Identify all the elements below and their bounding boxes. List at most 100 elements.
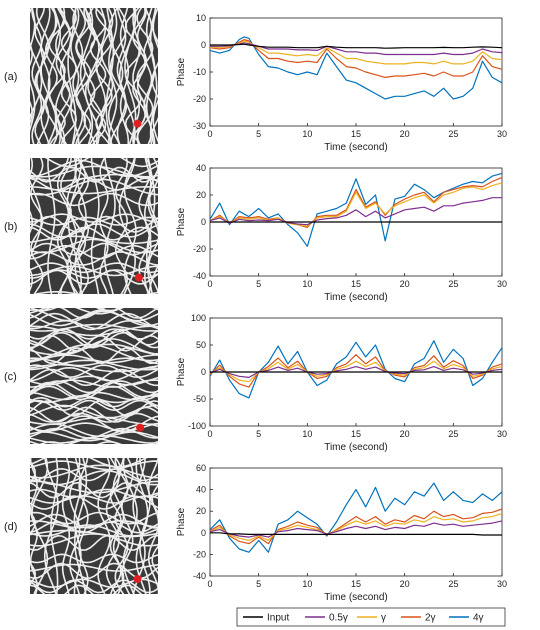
y-tick-label: 20	[196, 506, 206, 516]
legend-entry: Input	[243, 613, 289, 624]
x-tick-label: 20	[400, 429, 410, 439]
row-label: (b)	[4, 221, 17, 233]
y-tick-label: -50	[193, 394, 206, 404]
probe-marker	[136, 423, 145, 432]
row-0: (a) 0 5 10 15 20 25 30 -30 -20 -10 0 10 Time (second)…	[4, 8, 507, 153]
x-tick-label: 5	[256, 429, 261, 439]
x-tick-label: 10	[302, 579, 312, 589]
y-axis-label: Phase	[176, 357, 187, 386]
y-tick-label: 10	[196, 13, 206, 23]
legend: Input 0.5γ γ 2γ 4γ	[236, 607, 506, 627]
legend-entry: 2γ	[401, 613, 436, 624]
series-group	[209, 482, 503, 553]
series-line-Input	[210, 43, 503, 49]
x-tick-label: 15	[351, 579, 361, 589]
legend-entry: γ	[357, 613, 386, 624]
x-tick-label: 15	[351, 129, 361, 139]
x-tick-label: 15	[351, 429, 361, 439]
legend-entry: 0.5γ	[305, 613, 348, 624]
y-tick-label: -20	[193, 549, 206, 559]
x-tick-label: 5	[256, 579, 261, 589]
x-tick-label: 5	[256, 129, 261, 139]
legend-label: γ	[381, 613, 386, 624]
y-tick-label: -10	[193, 67, 206, 77]
x-tick-label: 30	[497, 429, 507, 439]
x-tick-label: 0	[207, 579, 212, 589]
y-tick-label: -20	[193, 94, 206, 104]
x-axis-label: Time (second)	[324, 292, 388, 303]
y-tick-label: 0	[201, 367, 206, 377]
chart-axes: 0 5 10 15 20 25 30 -40 -20 0 20 40 60 Time (second) Ph…	[176, 463, 507, 603]
x-tick-label: 25	[448, 429, 458, 439]
y-tick-label: 40	[196, 163, 206, 173]
y-tick-label: 20	[196, 190, 206, 200]
series-line-2γ	[209, 176, 503, 228]
phase-pattern-image	[30, 308, 158, 444]
y-tick-label: 0	[201, 217, 206, 227]
x-tick-label: 20	[400, 579, 410, 589]
legend-entry: 4γ	[449, 613, 484, 624]
x-tick-label: 0	[207, 129, 212, 139]
x-tick-label: 30	[497, 129, 507, 139]
row-2: (c) 0 5 10 15 20 25 30 -100 -50 0 50 100 Time (second…	[4, 308, 507, 453]
series-line-γ	[209, 182, 503, 227]
x-tick-label: 10	[302, 429, 312, 439]
chart-axes: 0 5 10 15 20 25 30 -40 -20 0 20 40 Time (second) Phas…	[176, 163, 507, 303]
series-line-γ	[209, 40, 503, 65]
row-label: (a)	[4, 71, 17, 83]
phase-pattern-image	[30, 158, 158, 294]
x-tick-label: 25	[448, 129, 458, 139]
y-tick-label: -40	[193, 271, 206, 281]
x-tick-label: 25	[448, 579, 458, 589]
y-tick-label: -100	[188, 421, 206, 431]
chart-axes: 0 5 10 15 20 25 30 -30 -20 -10 0 10 Time (second) Pha…	[176, 13, 507, 153]
phase-pattern-image	[30, 8, 158, 144]
legend-label: 0.5γ	[329, 613, 348, 624]
x-tick-label: 25	[448, 279, 458, 289]
x-tick-label: 30	[497, 579, 507, 589]
x-tick-label: 20	[400, 279, 410, 289]
x-tick-label: 5	[256, 279, 261, 289]
x-tick-label: 30	[497, 279, 507, 289]
x-tick-label: 10	[302, 279, 312, 289]
x-axis-label: Time (second)	[324, 442, 388, 453]
y-axis-label: Phase	[176, 507, 187, 536]
y-tick-label: -30	[193, 121, 206, 131]
series-line-4γ	[209, 172, 503, 247]
y-axis-label: Phase	[176, 57, 187, 86]
series-group	[209, 36, 503, 100]
legend-label: 2γ	[425, 613, 436, 624]
x-axis-label: Time (second)	[324, 592, 388, 603]
y-tick-label: 40	[196, 485, 206, 495]
row-3: (d) 0 5 10 15 20 25 30 -40 -20 0 20 40 60 Time (second…	[4, 458, 507, 603]
probe-marker	[133, 119, 142, 128]
row-label: (c)	[4, 371, 17, 383]
x-tick-label: 20	[400, 129, 410, 139]
chart-axes: 0 5 10 15 20 25 30 -100 -50 0 50 100 Time (second) Ph…	[176, 313, 507, 453]
probe-marker	[133, 575, 142, 584]
series-group	[209, 340, 503, 399]
x-tick-label: 15	[351, 279, 361, 289]
y-tick-label: 0	[201, 528, 206, 538]
x-tick-label: 0	[207, 429, 212, 439]
series-line-4γ	[209, 36, 503, 100]
row-label: (d)	[4, 521, 17, 533]
series-line-0.5γ	[210, 42, 503, 56]
y-tick-label: -20	[193, 244, 206, 254]
row-1: (b) 0 5 10 15 20 25 30 -40 -20 0 20 40 Time (second) P…	[4, 158, 507, 303]
legend-label: Input	[267, 613, 289, 624]
series-group	[209, 172, 503, 247]
y-tick-label: 100	[191, 313, 206, 323]
y-tick-label: 60	[196, 463, 206, 473]
x-tick-label: 10	[302, 129, 312, 139]
series-line-γ	[209, 512, 503, 542]
phase-pattern-image	[30, 458, 158, 594]
x-tick-label: 0	[207, 279, 212, 289]
series-line-0.5γ	[209, 197, 502, 226]
series-line-2γ	[209, 508, 503, 545]
x-axis-label: Time (second)	[324, 142, 388, 153]
y-tick-label: 0	[201, 40, 206, 50]
series-line-2γ	[209, 354, 503, 388]
probe-marker	[134, 273, 143, 282]
